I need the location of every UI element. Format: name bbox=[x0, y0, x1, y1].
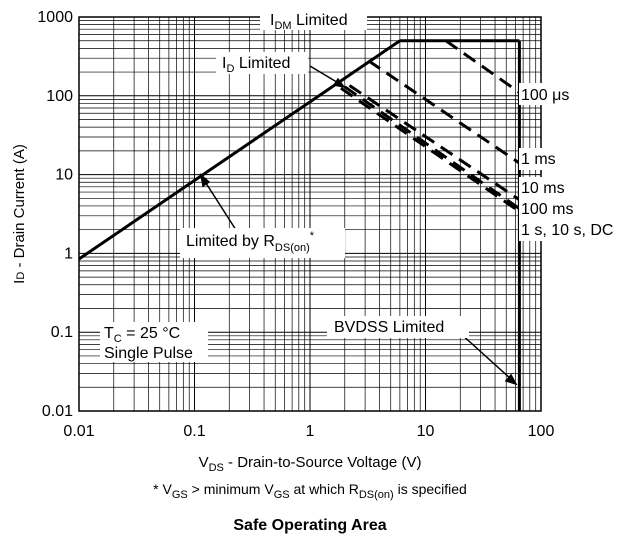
x-tick-label: 1 bbox=[306, 423, 315, 440]
id-label-bg bbox=[216, 52, 308, 74]
y-tick-label: 0.1 bbox=[51, 324, 73, 341]
grid-layer bbox=[78, 17, 541, 412]
y-tick-label: 1000 bbox=[37, 9, 73, 26]
bvdss-limited-arrowhead bbox=[504, 373, 518, 386]
id-limited-leader bbox=[309, 65, 341, 85]
idm-limited-label: IDM Limited bbox=[270, 12, 348, 32]
series-line-3 bbox=[444, 39, 521, 94]
pulse-dc-bg bbox=[519, 219, 623, 241]
single-pulse-label: Single Pulse bbox=[104, 345, 193, 362]
rds-label-bg bbox=[180, 228, 345, 258]
x-tick-label: 0.01 bbox=[63, 423, 94, 440]
pulse-1ms-bg bbox=[519, 148, 565, 170]
bvdss-limited-leader bbox=[459, 332, 513, 381]
x-tick-label: 0.1 bbox=[183, 423, 205, 440]
x-axis-title: VDS - Drain-to-Source Voltage (V) bbox=[199, 454, 422, 474]
tc-label: TC = 25 °C bbox=[104, 325, 180, 345]
series-line-5 bbox=[348, 84, 521, 201]
id-limited-label: ID Limited bbox=[222, 55, 290, 75]
series-line-6 bbox=[343, 85, 521, 210]
bvdss-label-bg bbox=[327, 316, 469, 338]
rds-limited-arrowhead bbox=[199, 173, 211, 188]
x-tick-label: 100 bbox=[528, 423, 555, 440]
y-tick-label: 1 bbox=[64, 245, 73, 262]
rds-limited-label: Limited by RDS(on)* bbox=[186, 230, 315, 254]
pulse-100ms-label: 100 ms bbox=[521, 201, 573, 218]
y-axis-title: ID - Drain Current (A) bbox=[11, 144, 28, 284]
idm-label-bg bbox=[260, 8, 367, 30]
tc-label-bg bbox=[100, 322, 208, 362]
pulse-10ms-bg bbox=[519, 177, 575, 199]
pulse-dc-label: 1 s, 10 s, DC bbox=[521, 222, 613, 239]
pulse-10ms-label: 10 ms bbox=[521, 180, 565, 197]
y-tick-label: 0.01 bbox=[42, 403, 73, 420]
id-limited-arrowhead bbox=[332, 77, 346, 89]
pulse-100ms-bg bbox=[519, 198, 585, 220]
series-line-7 bbox=[340, 86, 521, 213]
y-tick-label: 10 bbox=[55, 167, 73, 184]
tick-layer: 0.01 0.1 1 10 100 0.01 0.1 1 10 100 1000 bbox=[37, 9, 554, 440]
y-tick-label: 100 bbox=[46, 88, 73, 105]
footnote: * VGS > minimum VGS at which RDS(on) is … bbox=[153, 481, 467, 501]
pulse-1ms-label: 1 ms bbox=[521, 151, 556, 168]
pulse-100us-bg bbox=[519, 83, 579, 105]
pulse-100us-label: 100 μs bbox=[521, 87, 569, 104]
annotation-leaders bbox=[199, 65, 518, 386]
series-line-0 bbox=[78, 39, 401, 261]
series-line-4 bbox=[367, 59, 521, 165]
x-tick-label: 10 bbox=[417, 423, 435, 440]
rds-limited-leader bbox=[203, 179, 237, 231]
chart-caption: Safe Operating Area bbox=[233, 517, 386, 534]
bvdss-limited-label: BVDSS Limited bbox=[334, 319, 444, 336]
